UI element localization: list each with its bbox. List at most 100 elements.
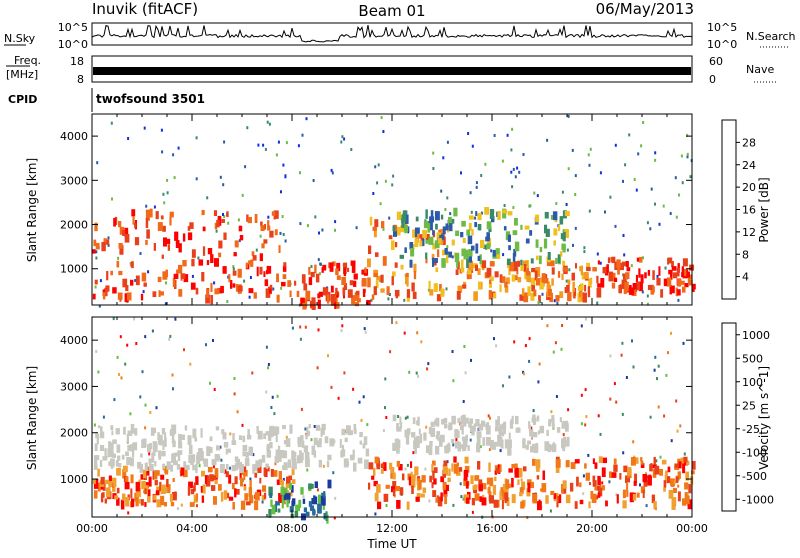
velocity-data-cell	[529, 429, 534, 437]
velocity-data-cell	[602, 457, 608, 464]
power-data-cell	[562, 229, 567, 234]
power-noise-cell	[391, 183, 394, 187]
velocity-data-cell	[505, 479, 510, 489]
velocity-data-cell	[231, 440, 237, 446]
velocity-data-cell	[456, 462, 460, 467]
velocity-data-cell	[175, 452, 178, 457]
velocity-ytick-label: 3000	[60, 380, 88, 393]
velocity-data-cell	[289, 424, 293, 434]
nsky-label: N.Sky	[4, 32, 36, 45]
velocity-data-cell	[192, 454, 196, 463]
power-data-cell	[116, 260, 120, 268]
power-data-cell	[439, 284, 442, 292]
power-data-cell	[140, 293, 144, 301]
velocity-data-cell	[532, 458, 536, 466]
power-data-cell	[95, 242, 100, 250]
velocity-noise-cell	[657, 405, 660, 409]
velocity-data-cell	[448, 422, 451, 431]
velocity-noise-cell	[233, 377, 236, 380]
velocity-data-cell	[137, 461, 142, 469]
power-data-cell	[489, 261, 495, 267]
velocity-data-cell	[680, 457, 686, 465]
power-data-cell	[228, 274, 231, 283]
velocity-data-cell	[431, 482, 434, 489]
power-data-cell	[496, 254, 501, 259]
velocity-data-cell	[164, 502, 168, 507]
power-data-cell	[557, 254, 561, 264]
power-data-cell	[176, 269, 179, 278]
power-noise-cell	[628, 133, 631, 137]
velocity-data-cell	[507, 445, 512, 456]
power-noise-cell	[223, 140, 226, 144]
velocity-data-cell	[130, 445, 136, 451]
power-data-cell	[608, 271, 614, 282]
velocity-data-cell	[126, 456, 132, 466]
velocity-noise-cell	[148, 452, 151, 456]
power-data-cell	[606, 264, 609, 273]
velocity-data-cell	[226, 448, 231, 453]
velocity-noise-cell	[412, 451, 415, 455]
velocity-data-cell	[461, 414, 466, 425]
power-data-cell	[233, 252, 237, 257]
power-noise-cell	[160, 128, 163, 132]
power-data-cell	[494, 271, 499, 278]
velocity-data-cell	[450, 438, 455, 444]
velocity-data-cell	[411, 474, 416, 481]
velocity-data-cell	[539, 425, 545, 434]
velocity-data-cell	[223, 490, 228, 500]
power-data-cell	[296, 290, 300, 298]
velocity-data-cell	[123, 426, 126, 435]
power-noise-cell	[446, 196, 449, 200]
velocity-data-cell	[160, 495, 165, 506]
power-data-cell	[486, 267, 492, 277]
velocity-data-cell	[281, 500, 284, 509]
power-data-cell	[614, 277, 618, 283]
power-noise-cell	[680, 154, 683, 158]
velocity-data-cell	[97, 468, 100, 477]
power-noise-cell	[334, 228, 336, 232]
power-data-cell	[607, 257, 611, 263]
velocity-data-cell	[530, 446, 535, 453]
power-data-cell	[644, 272, 647, 279]
power-data-cell	[525, 238, 530, 244]
power-data-cell	[157, 222, 163, 231]
velocity-data-cell	[528, 421, 531, 429]
power-data-cell	[550, 260, 555, 267]
velocity-noise-cell	[665, 373, 668, 377]
power-data-cell	[577, 286, 582, 292]
velocity-data-cell	[221, 429, 225, 435]
power-data-cell	[626, 267, 631, 272]
velocity-data-cell	[126, 434, 129, 443]
power-data-cell	[432, 243, 437, 250]
power-noise-cell	[511, 127, 514, 131]
velocity-ylabel: Slant Range [km]	[25, 366, 39, 470]
power-data-cell	[281, 281, 286, 287]
velocity-noise-cell	[471, 510, 474, 514]
xaxis-label: Time UT	[366, 537, 417, 551]
power-data-cell	[425, 258, 428, 264]
power-data-cell	[584, 284, 587, 292]
velocity-data-cell	[503, 421, 507, 430]
velocity-data-cell	[596, 485, 601, 491]
power-data-cell	[438, 229, 442, 235]
power-data-cell	[366, 300, 371, 306]
velocity-noise-cell	[174, 317, 177, 321]
power-data-cell	[259, 253, 263, 262]
power-data-cell	[509, 261, 515, 272]
velocity-data-cell	[209, 447, 213, 454]
velocity-noise-cell	[530, 426, 533, 430]
power-data-cell	[405, 274, 409, 285]
velocity-data-cell	[111, 452, 114, 458]
velocity-noise-cell	[316, 488, 319, 492]
velocity-data-cell	[223, 441, 229, 448]
power-data-cell	[206, 260, 210, 266]
power-colorbar-tick-label: 16	[742, 204, 756, 217]
velocity-data-cell	[289, 482, 292, 490]
velocity-noise-cell	[334, 496, 337, 500]
velocity-noise-cell	[460, 495, 463, 499]
power-data-cell	[254, 214, 258, 223]
power-data-cell	[440, 228, 444, 238]
velocity-data-cell	[674, 466, 680, 471]
velocity-data-cell	[123, 465, 128, 473]
